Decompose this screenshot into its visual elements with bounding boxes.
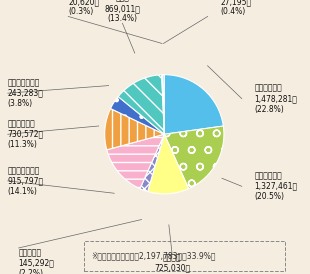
Text: 歩行者妨害
145,292件
(2.2%): 歩行者妨害 145,292件 (2.2%)	[19, 248, 55, 274]
Text: 一時停止違反
1,327,461件
(20.5%): 一時停止違反 1,327,461件 (20.5%)	[254, 172, 297, 201]
Text: 最高速度違反
1,478,281件
(22.8%): 最高速度違反 1,478,281件 (22.8%)	[254, 84, 297, 113]
Text: 無免許運転
20,620件
(0.3%): 無免許運転 20,620件 (0.3%)	[68, 0, 99, 16]
Wedge shape	[162, 75, 164, 134]
Text: ※交差点関連違反　　2,197,783件（33.9%）: ※交差点関連違反 2,197,783件（33.9%）	[91, 252, 216, 261]
Wedge shape	[111, 96, 164, 134]
Wedge shape	[105, 109, 164, 150]
Wedge shape	[118, 75, 164, 134]
Wedge shape	[107, 134, 164, 189]
Text: 駐（停）車違反
243,283件
(3.8%): 駐（停）車違反 243,283件 (3.8%)	[8, 78, 44, 108]
Text: 酒酔い・酒気帯び運転
27,195件
(0.4%): 酒酔い・酒気帯び運転 27,195件 (0.4%)	[220, 0, 266, 16]
Text: 通行禁止違反
730,572件
(11.3%): 通行禁止違反 730,572件 (11.3%)	[8, 119, 44, 149]
Text: 携帯電話使用等
915,797件
(14.1%): 携帯電話使用等 915,797件 (14.1%)	[8, 166, 44, 196]
Wedge shape	[164, 126, 224, 189]
Text: 信号無視
725,030件
(11.2%): 信号無視 725,030件 (11.2%)	[154, 253, 190, 274]
Text: その他
869,011件
(13.4%): その他 869,011件 (13.4%)	[104, 0, 140, 23]
Wedge shape	[148, 134, 189, 194]
Wedge shape	[163, 75, 164, 134]
Wedge shape	[164, 75, 223, 134]
Wedge shape	[140, 134, 164, 192]
